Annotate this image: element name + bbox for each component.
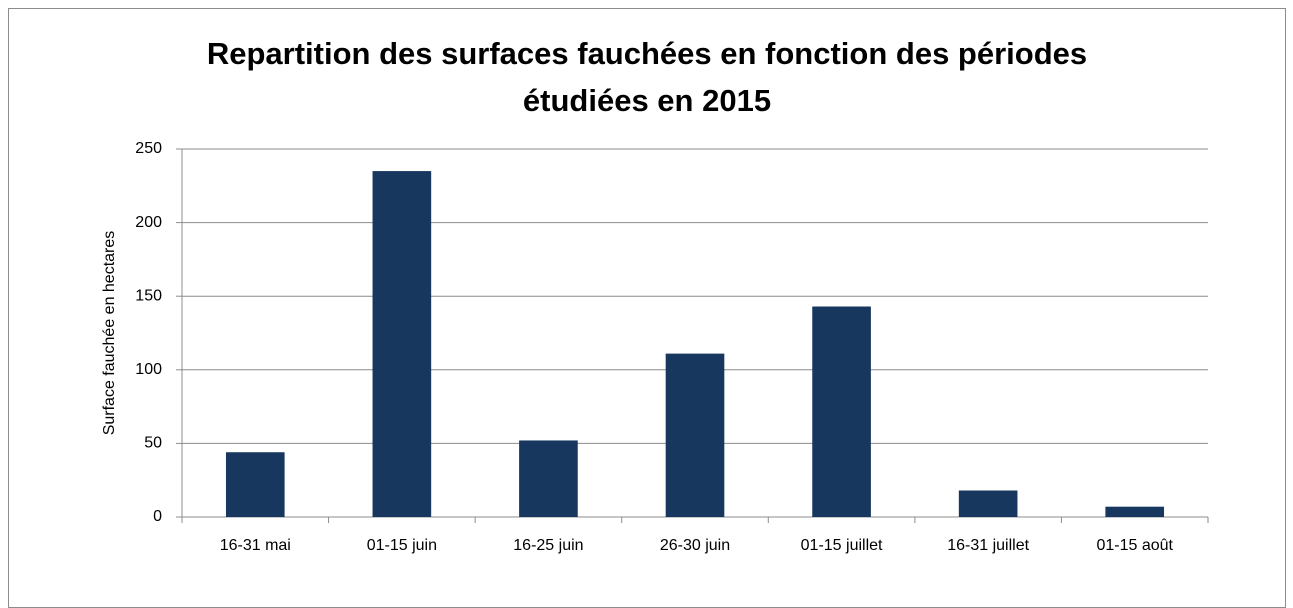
x-tick-label: 01-15 juin (367, 537, 437, 554)
x-tick-label: 16-25 juin (513, 537, 583, 554)
chart: Surface fauchée en hectares 0 50 100 150 200… (101, 140, 1209, 554)
y-tick-label: 50 (144, 435, 162, 452)
bar (372, 171, 432, 517)
y-axis-label: Surface fauchée en hectares (101, 231, 118, 436)
bar (225, 452, 285, 517)
y-tick-label: 0 (153, 508, 162, 525)
bar (812, 306, 871, 517)
x-tick-label: 16-31 mai (220, 537, 291, 554)
bar (1105, 506, 1165, 517)
y-tick-label: 200 (135, 214, 162, 231)
x-tick-label: 16-31 juillet (947, 537, 1029, 554)
chart-title: Repartition des surfaces fauchées en fon… (206, 36, 1088, 118)
page: Repartition des surfaces fauchées en fon… (8, 8, 1286, 608)
x-tick-label: 01-15 août (1096, 537, 1173, 554)
bar (958, 490, 1018, 517)
x-tick-label: 01-15 juillet (801, 537, 883, 554)
bar (519, 440, 578, 517)
bar (665, 353, 725, 517)
y-tick-label: 100 (135, 361, 162, 378)
y-tick-label: 250 (135, 140, 162, 157)
x-tick-label: 26-30 juin (660, 537, 730, 554)
y-tick-label: 150 (135, 287, 162, 304)
